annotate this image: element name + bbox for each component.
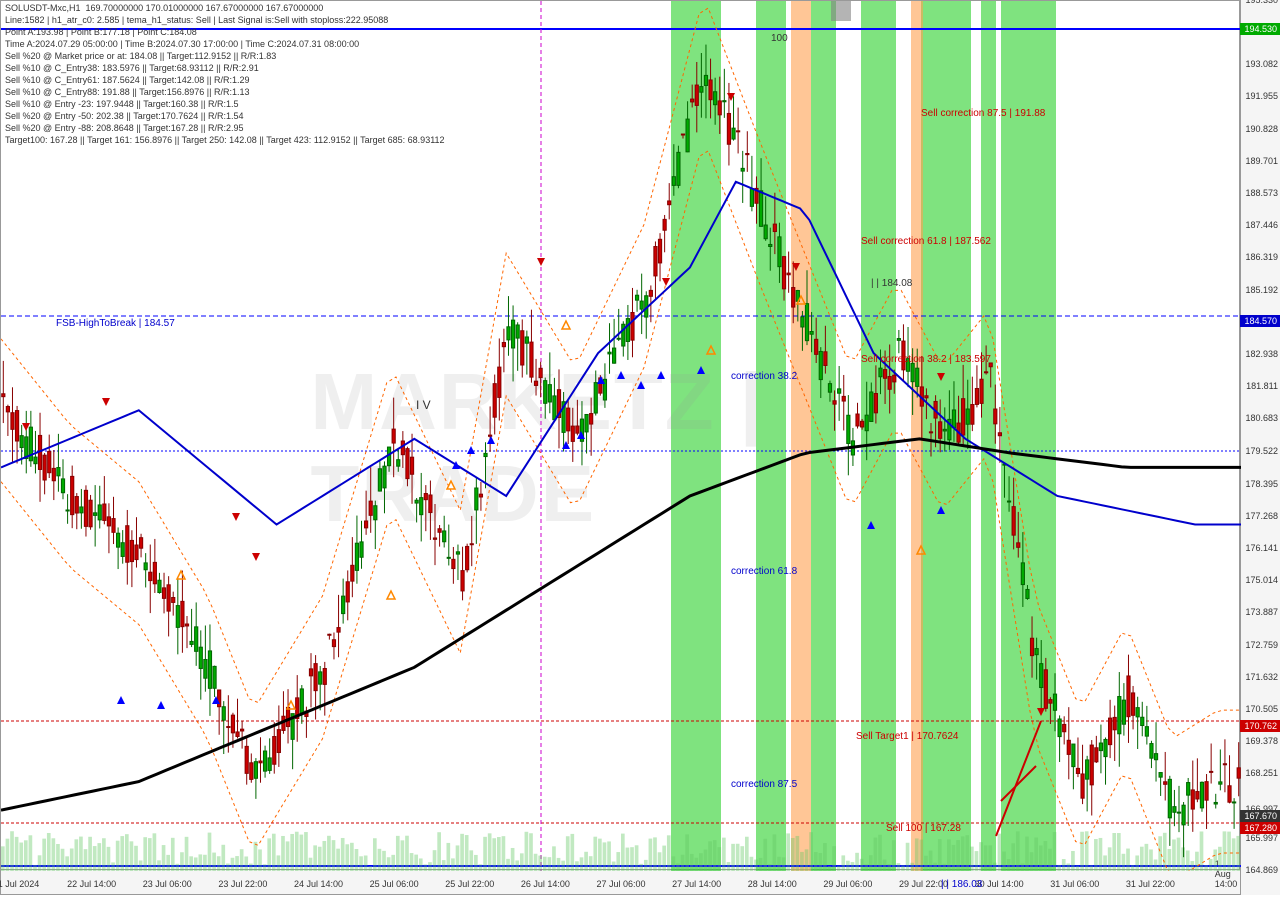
price-marker: 194.530 [1240,23,1280,35]
y-tick-label: 169.378 [1240,736,1278,746]
annotation-corr382: correction 38.2 [731,371,797,382]
price-marker: 167.670 [1240,810,1280,822]
y-tick-label: 165.997 [1240,833,1278,843]
y-tick-label: 191.955 [1240,91,1278,101]
y-tick-label: 190.828 [1240,124,1278,134]
y-tick-label: 186.319 [1240,252,1278,262]
x-tick-label: 31 Jul 22:00 [1126,879,1175,889]
annotation-sellcorr382: Sell correction 38.2 | 183.597 [861,354,991,365]
y-tick-label: 180.683 [1240,413,1278,423]
info-line: Sell %10 @ C_Entry88: 191.88 || Target:1… [5,87,249,97]
y-tick-label: 195.330 [1240,0,1278,5]
x-tick-label: 24 Jul 14:00 [294,879,343,889]
info-line: Target100: 167.28 || Target 161: 156.897… [5,135,445,145]
info-line: Sell %10 @ Entry -23: 197.9448 || Target… [5,99,238,109]
x-axis: 21 Jul 2024 22 Jul 14:00 23 Jul 06:00 23 Ju… [1,869,1241,894]
y-tick-label: 181.811 [1240,381,1278,391]
x-tick-label: 26 Jul 14:00 [521,879,570,889]
info-line: Point A:193.98 | Point B:177.18 | Point … [5,27,197,37]
y-tick-label: 182.938 [1240,349,1278,359]
annotation-corr618: correction 61.8 [731,566,797,577]
y-tick-label: 185.192 [1240,285,1278,295]
y-tick-label: 168.251 [1240,768,1278,778]
x-tick-label: 27 Jul 14:00 [672,879,721,889]
x-tick-label: 27 Jul 06:00 [596,879,645,889]
y-tick-label: 193.082 [1240,59,1278,69]
y-tick-label: 176.141 [1240,543,1278,553]
y-tick-label: 173.887 [1240,607,1278,617]
x-tick-label: 22 Jul 14:00 [67,879,116,889]
info-line: Sell %20 @ Entry -50: 202.38 || Target:1… [5,111,243,121]
y-tick-label: 170.505 [1240,704,1278,714]
x-tick-label: 23 Jul 06:00 [143,879,192,889]
symbol-header: SOLUSDT-Mxc,H1 169.70000000 170.01000000… [5,3,323,13]
chart-container[interactable]: MARKETZ | TRADE SOLUSDT-Mxc,H1 169.70000… [0,0,1240,895]
y-tick-label: 172.759 [1240,640,1278,650]
y-tick-label: 177.268 [1240,511,1278,521]
y-tick-label: 187.446 [1240,220,1278,230]
annotation-selltarget: Sell Target1 | 170.7624 [856,731,959,742]
annotation-bottom: | | 186.03 [941,879,982,890]
x-tick-label: 21 Jul 2024 [0,879,39,889]
y-tick-label: 179.522 [1240,446,1278,456]
y-tick-label: 175.014 [1240,575,1278,585]
x-tick-label: 31 Jul 06:00 [1050,879,1099,889]
y-tick-label: 164.869 [1240,865,1278,875]
x-tick-label: 29 Jul 06:00 [823,879,872,889]
annotation-corr875: correction 87.5 [731,779,797,790]
info-line: Time A:2024.07.29 05:00:00 | Time B:2024… [5,39,359,49]
x-tick-label: 23 Jul 22:00 [218,879,267,889]
y-tick-label: 188.573 [1240,188,1278,198]
info-line: Sell %20 @ Market price or at: 184.08 ||… [5,51,276,61]
price-marker: 184.570 [1240,315,1280,327]
info-line: Sell %10 @ C_Entry38: 183.5976 || Target… [5,63,259,73]
price-marker: 170.762 [1240,720,1280,732]
y-tick-label: 189.701 [1240,156,1278,166]
annotation-sellcorr875: Sell correction 87.5 | 191.88 [921,108,1045,119]
annotation-sellcorr618: Sell correction 61.8 | 187.562 [861,236,991,247]
y-tick-label: 171.632 [1240,672,1278,682]
annotation-100: 100 [771,33,788,44]
x-tick-label: 25 Jul 22:00 [445,879,494,889]
y-tick-label: 178.395 [1240,479,1278,489]
x-tick-label: 28 Jul 14:00 [748,879,797,889]
annotation-sell100: Sell 100 | 167.28 [886,823,961,834]
annotation-iv: I V [416,398,431,412]
info-line: Sell %10 @ C_Entry61: 187.5624 || Target… [5,75,249,85]
x-tick-label: 25 Jul 06:00 [370,879,419,889]
info-line: Line:1582 | h1_atr_c0: 2.585 | tema_h1_s… [5,15,388,25]
annotation-18408: | | 184.08 [871,278,912,289]
price-marker: 167.280 [1240,822,1280,834]
annotation-fsb: FSB-HighToBreak | 184.57 [56,318,175,329]
info-line: Sell %20 @ Entry -88: 208.8648 || Target… [5,123,243,133]
y-axis: 195.330194.209193.082191.955190.828189.7… [1240,0,1280,895]
